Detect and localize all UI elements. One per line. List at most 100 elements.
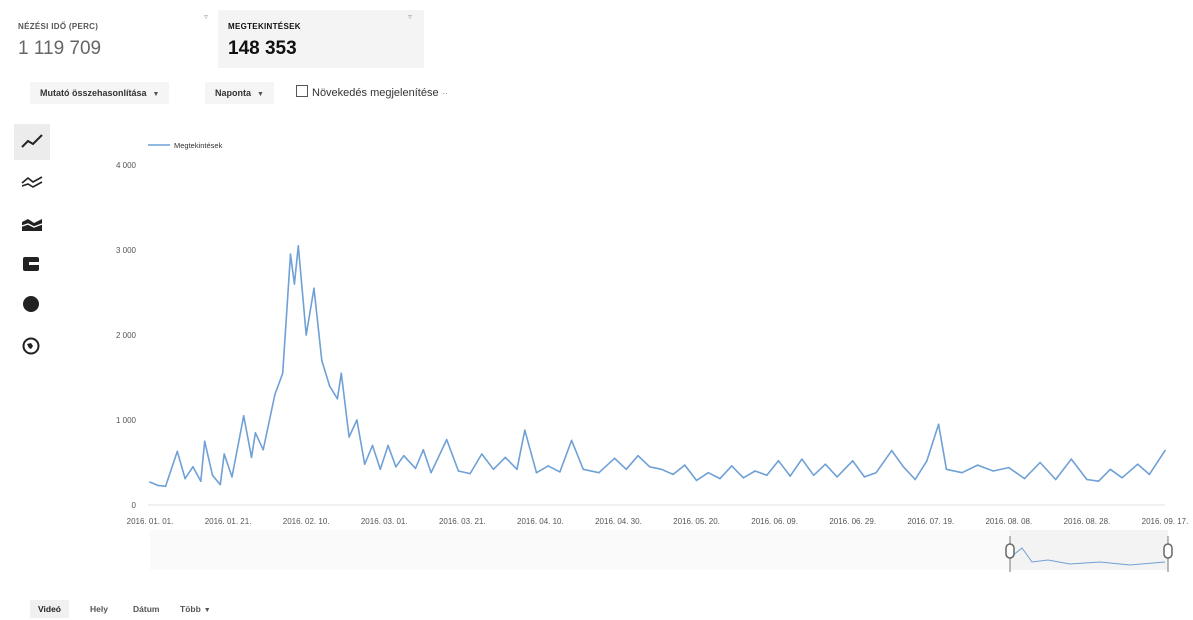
x-tick-label: 2016. 08. 28. — [1064, 517, 1111, 526]
data-point — [961, 471, 963, 474]
data-point — [1136, 463, 1139, 466]
x-tick-label: 2016. 02. 10. — [283, 517, 330, 526]
data-point — [613, 457, 616, 460]
x-tick-label: 2016. 08. 08. — [985, 517, 1032, 526]
stacked-area-chart-button[interactable] — [14, 206, 50, 242]
chart-legend: Megtekintések — [148, 141, 223, 150]
compare-metric-label: Mutató összehasonlítása — [40, 88, 147, 98]
data-point — [1008, 466, 1010, 469]
compare-metric-dropdown[interactable]: Mutató összehasonlítása ▼ — [30, 82, 170, 104]
multi-line-chart-icon — [21, 176, 43, 188]
tab-location[interactable]: Hely — [90, 604, 108, 614]
pie-chart-icon — [23, 296, 39, 312]
data-point — [1109, 468, 1112, 471]
x-axis-ticks: 2016. 01. 01. 2016. 01. 21. 2016. 02. 10. 2… — [127, 517, 1189, 526]
data-point — [1121, 477, 1123, 479]
data-point — [524, 429, 526, 432]
data-point — [211, 474, 214, 477]
data-point — [289, 253, 292, 255]
data-point — [1023, 477, 1026, 480]
range-navigator[interactable] — [150, 530, 1173, 572]
navigator-selection[interactable] — [1010, 530, 1168, 570]
more-icon[interactable]: ·· — [442, 89, 448, 98]
data-point — [430, 471, 432, 474]
data-point — [516, 468, 518, 471]
tab-more[interactable]: Több ▼ — [180, 600, 211, 618]
tab-video[interactable]: Videó — [30, 600, 69, 618]
data-point — [223, 453, 225, 455]
x-tick-label: 2016. 04. 10. — [517, 517, 564, 526]
help-icon[interactable]: ▿ — [204, 12, 209, 21]
data-point — [890, 449, 893, 452]
data-point — [348, 436, 350, 438]
data-point — [625, 468, 628, 471]
y-tick-label: 0 — [132, 501, 137, 510]
data-point — [445, 438, 448, 441]
data-point — [379, 468, 382, 471]
data-point — [672, 473, 674, 476]
map-button[interactable] — [14, 328, 50, 364]
data-point — [219, 483, 222, 486]
data-point — [812, 474, 815, 477]
x-tick-label: 2016. 04. 30. — [595, 517, 642, 526]
pie-chart-button[interactable] — [14, 286, 50, 322]
help-icon[interactable]: ▿ — [408, 12, 413, 21]
data-point — [789, 475, 791, 477]
period-label: Naponta — [215, 88, 251, 98]
views-value: 148 353 — [228, 38, 297, 59]
bar-chart-button[interactable] — [14, 246, 50, 282]
data-point — [371, 444, 374, 447]
watch-time-value: 1 119 709 — [18, 38, 102, 59]
navigator-left-handle[interactable] — [1005, 536, 1015, 572]
line-chart-button[interactable] — [14, 124, 50, 160]
data-point — [200, 480, 202, 483]
data-point — [504, 456, 507, 459]
map-globe-icon — [22, 337, 40, 355]
tab-date[interactable]: Dátum — [133, 604, 160, 614]
data-point — [422, 449, 425, 451]
legend-label: Megtekintések — [174, 141, 223, 150]
data-point — [851, 460, 854, 462]
data-point — [363, 463, 366, 466]
data-point — [481, 453, 483, 455]
y-tick-label: 4 000 — [116, 161, 137, 170]
y-tick-label: 1 000 — [116, 416, 137, 425]
data-point — [582, 468, 585, 471]
data-point — [707, 471, 710, 474]
data-point — [305, 334, 308, 336]
caret-down-icon: ▼ — [203, 607, 211, 614]
period-dropdown[interactable]: Naponta ▼ — [205, 82, 274, 104]
data-point — [863, 476, 866, 478]
data-point — [559, 471, 561, 473]
data-point — [184, 477, 186, 480]
data-point — [231, 476, 233, 478]
series-megtekintesek — [149, 245, 1166, 488]
watch-time-card[interactable]: NÉZÉSI IDŐ (PERC) 1 119 709 ▿ — [10, 10, 210, 68]
navigator-right-handle[interactable] — [1163, 536, 1173, 572]
data-point — [742, 477, 745, 479]
data-point — [535, 471, 538, 474]
x-tick-label: 2016. 05. 20. — [673, 517, 720, 526]
x-tick-label: 2016. 03. 01. — [361, 517, 408, 526]
views-card[interactable]: MEGTEKINTÉSEK 148 353 ▿ — [218, 10, 424, 68]
data-point — [1164, 449, 1166, 452]
tab-more-label: Több — [180, 604, 201, 614]
data-point — [1054, 478, 1057, 481]
views-label: MEGTEKINTÉSEK — [228, 22, 301, 31]
x-tick-label: 2016. 01. 21. — [205, 517, 252, 526]
data-point — [149, 481, 151, 483]
x-tick-label: 2016. 09. 17. — [1142, 517, 1189, 526]
data-point — [824, 463, 827, 466]
x-tick-label: 2016. 03. 21. — [439, 517, 486, 526]
stacked-area-chart-icon — [21, 219, 43, 231]
show-growth-label: Növekedés megjelenítése — [312, 87, 439, 99]
watch-time-label: NÉZÉSI IDŐ (PERC) — [18, 22, 99, 31]
show-growth-checkbox[interactable]: Növekedés megjelenítése ·· — [296, 82, 448, 104]
data-point — [637, 454, 639, 457]
checkbox-icon[interactable] — [296, 85, 308, 97]
data-point — [281, 372, 284, 375]
caret-down-icon: ▼ — [152, 91, 160, 98]
data-point — [875, 471, 877, 474]
data-point — [395, 466, 397, 468]
multi-line-chart-button[interactable] — [14, 164, 50, 200]
